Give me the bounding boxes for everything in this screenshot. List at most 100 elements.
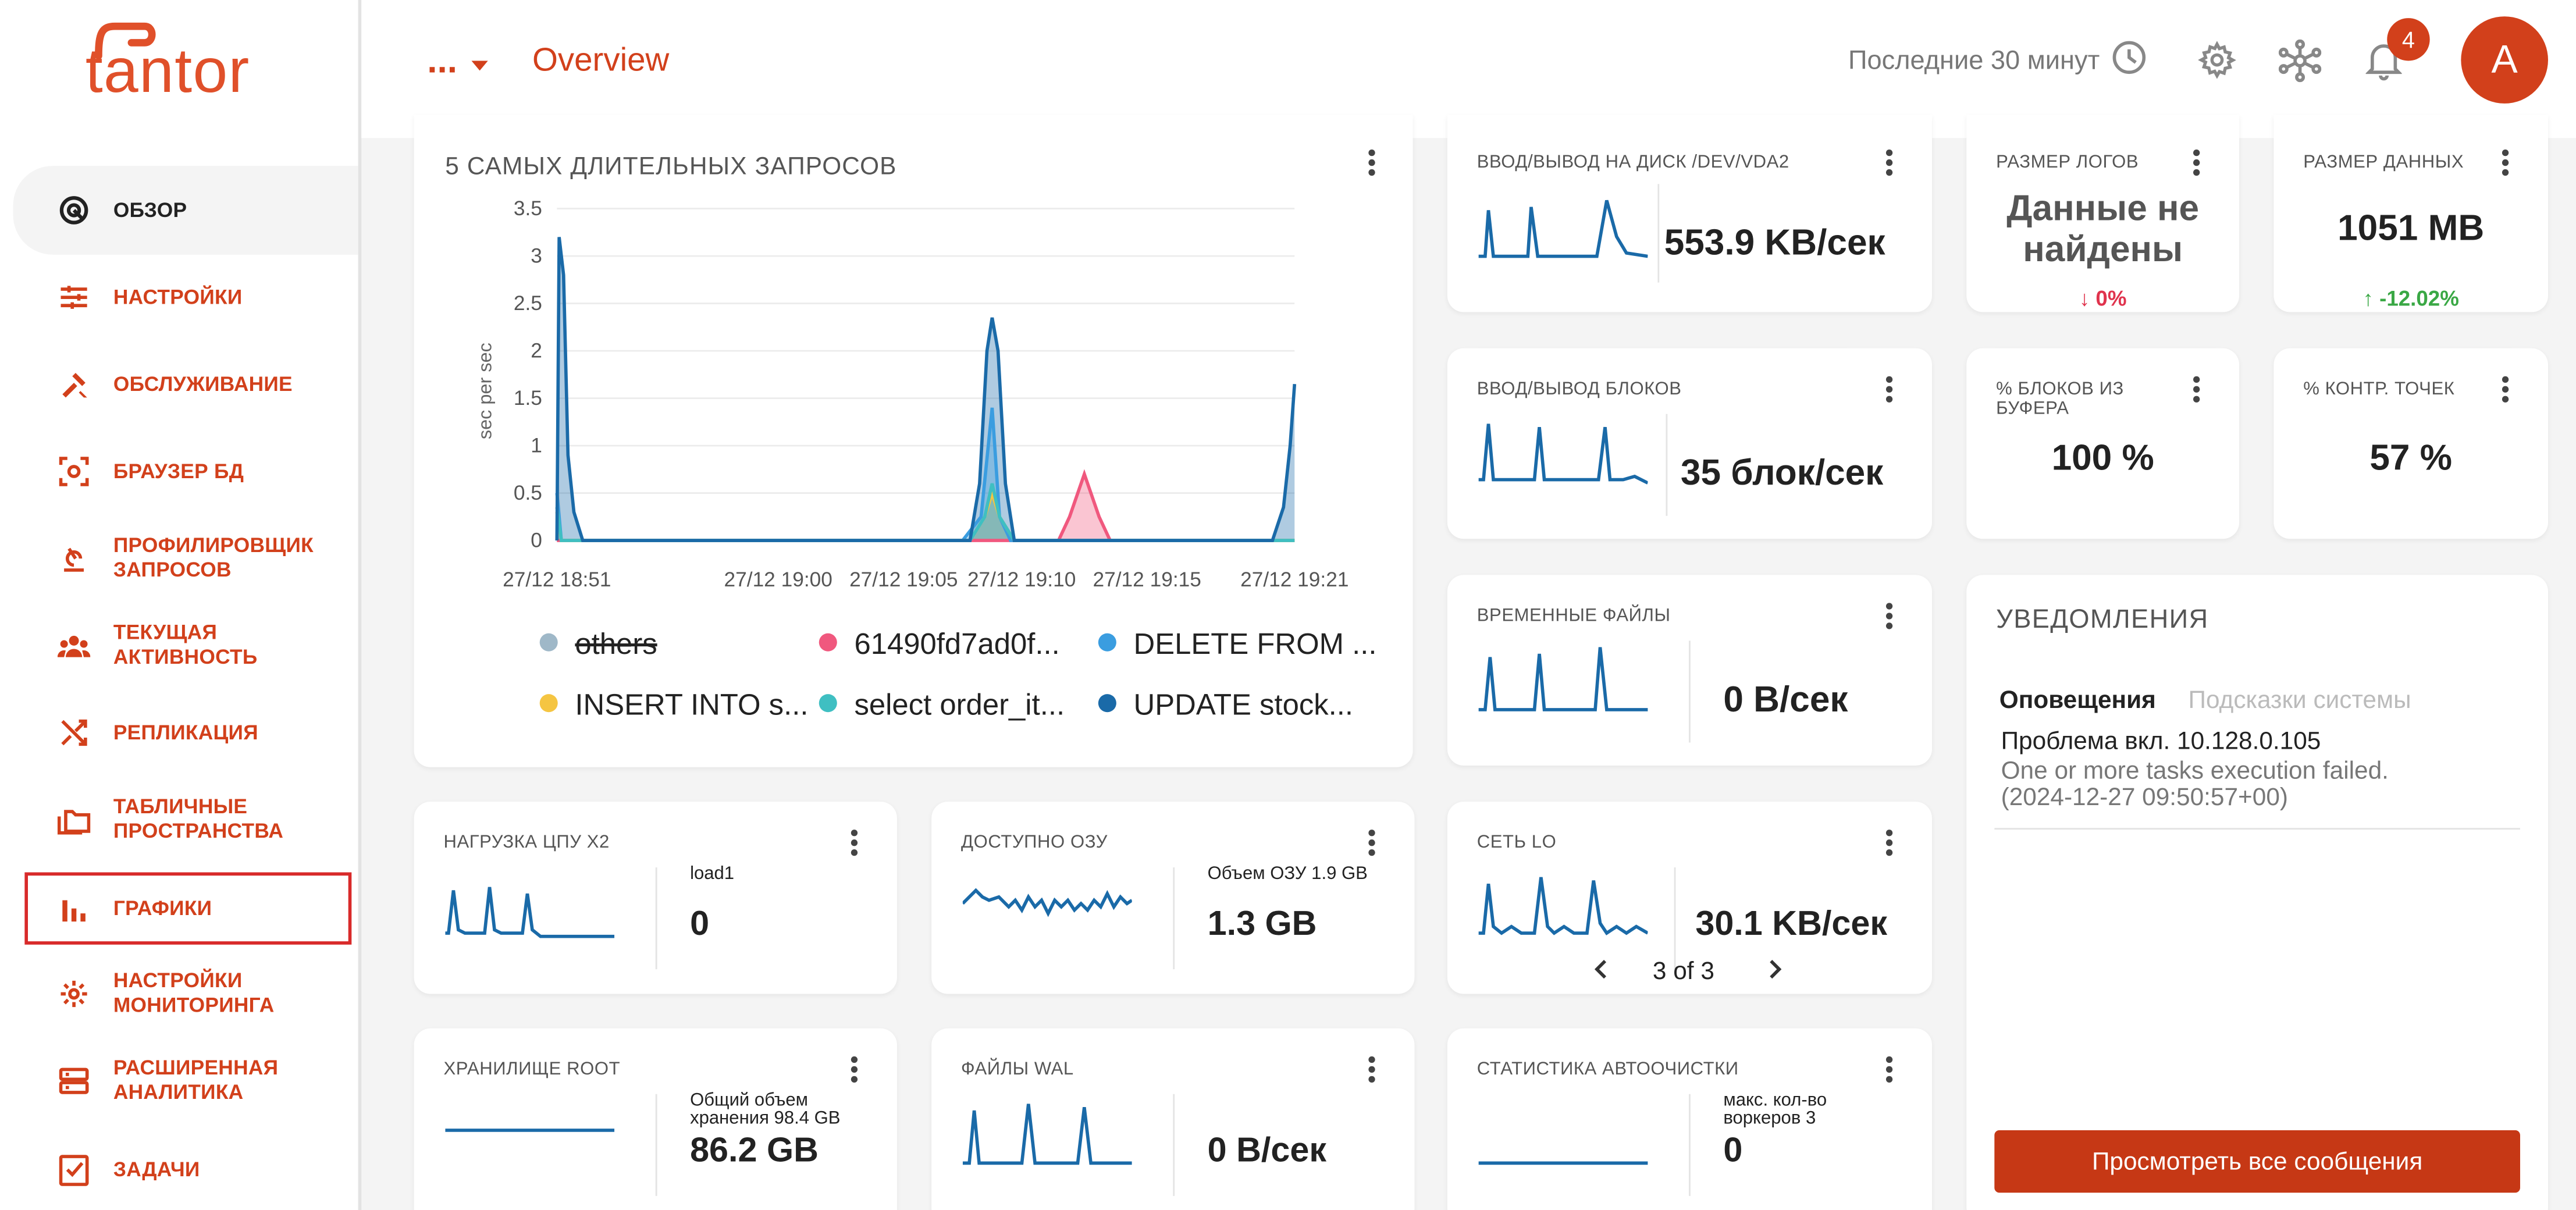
chevron-left-icon[interactable] <box>1592 958 1611 989</box>
block-io-card: ВВОД/ВЫВОД БЛОКОВ 35 блок/сек <box>1447 348 1932 539</box>
card-menu-icon[interactable] <box>1873 826 1905 859</box>
legend-marker <box>1098 633 1116 652</box>
card-menu-icon[interactable] <box>1873 373 1905 405</box>
legend-label: INSERT INTO s... <box>575 688 808 721</box>
divider <box>1657 184 1660 283</box>
sidebar-item-label: ТАБЛИЧНЫЕ ПРОСТРАНСТВА <box>113 795 284 843</box>
time-range-selector[interactable]: Последние 30 минут <box>1848 40 2147 84</box>
legend-marker <box>539 694 558 713</box>
storage-value: 86.2 GB <box>690 1131 819 1170</box>
notifications-title: УВЕДОМЛЕНИЯ <box>1996 606 2209 635</box>
notifications-count-badge: 4 <box>2387 18 2430 61</box>
settings-gear-icon[interactable] <box>2198 41 2237 87</box>
clock-icon <box>2111 40 2147 84</box>
card-menu-icon[interactable] <box>1873 146 1905 179</box>
disk-io-card: ВВОД/ВЫВОД НА ДИСК /DEV/VDA2 553.9 KB/се… <box>1447 115 1932 312</box>
sidebar-item-label: ОБСЛУЖИВАНИЕ <box>113 372 293 396</box>
series-area <box>557 237 1295 541</box>
log-size-value: Данные не найдены <box>2006 187 2200 270</box>
ram-card: ДОСТУПНО ОЗУ Объем ОЗУ 1.9 GB 1.3 GB <box>931 802 1415 994</box>
db-selector-value: ... <box>427 39 458 81</box>
sidebar-item-label: ГРАФИКИ <box>113 896 212 920</box>
shuffle-icon <box>56 714 92 750</box>
sidebar-item-monitoring-settings[interactable]: НАСТРОЙКИ МОНИТОРИНГА <box>13 961 358 1027</box>
sidebar-item-advanced-analytics[interactable]: РАСШИРЕННАЯ АНАЛИТИКА <box>13 1048 358 1114</box>
sliders-icon <box>56 279 92 315</box>
sidebar-item-tablespaces[interactable]: ТАБЛИЧНЫЕ ПРОСТРАНСТВА <box>13 787 358 853</box>
card-menu-icon[interactable] <box>1355 826 1388 859</box>
wal-card: ФАЙЛЫ WAL 0 B/сек <box>931 1028 1415 1210</box>
series-area <box>557 474 1295 541</box>
server-icon <box>56 1063 92 1099</box>
bell-icon[interactable] <box>2365 41 2403 89</box>
divider <box>1674 867 1676 970</box>
checkpoints-title: % КОНТР. ТОЧЕК <box>2303 379 2455 400</box>
card-menu-icon[interactable] <box>1873 600 1905 632</box>
sidebar-item-settings[interactable]: НАСТРОЙКИ <box>13 265 358 330</box>
view-all-messages-button[interactable]: Просмотреть все сообщения <box>1994 1130 2520 1193</box>
ram-value: 1.3 GB <box>1207 905 1317 943</box>
cpu-title: НАГРУЗКА ЦПУ X2 <box>443 832 610 853</box>
arrow-down-icon: ↓ <box>2079 286 2090 311</box>
disk-io-title: ВВОД/ВЫВОД НА ДИСК /DEV/VDA2 <box>1476 152 1789 173</box>
cpu-sparkline <box>445 887 615 938</box>
buffer-blocks-title: % БЛОКОВ ИЗ БУФЕРА <box>1996 379 2124 419</box>
tab-alerts[interactable]: Оповещения <box>1999 686 2156 715</box>
disk-io-sparkline <box>1478 200 1648 258</box>
legend-marker <box>819 694 837 713</box>
data-size-delta: ↑ -12.02% <box>2273 286 2548 310</box>
card-menu-icon[interactable] <box>1873 1053 1905 1086</box>
net-card: СЕТЬ LO 30.1 KB/сек 3 of 3 <box>1447 802 1932 994</box>
avatar[interactable]: A <box>2461 16 2548 104</box>
sidebar-item-tasks[interactable]: ЗАДАЧИ <box>13 1137 358 1202</box>
card-menu-icon[interactable] <box>838 826 870 859</box>
activity-icon <box>56 628 92 664</box>
buffer-blocks-value: 100 % <box>2051 437 2154 478</box>
block-io-sparkline <box>1478 424 1648 485</box>
series-area <box>557 407 1295 541</box>
y-tick-label: 2.5 <box>514 292 542 315</box>
chevron-right-icon[interactable] <box>1764 958 1784 989</box>
card-menu-icon[interactable] <box>2180 146 2212 179</box>
sidebar-item-replication[interactable]: РЕПЛИКАЦИЯ <box>13 700 358 766</box>
wal-sparkline <box>962 1104 1132 1165</box>
series-line <box>556 464 1295 542</box>
legend-label: select order_it... <box>854 688 1065 721</box>
card-menu-icon[interactable] <box>2180 373 2212 405</box>
sidebar-item-label: НАСТРОЙКИ <box>113 284 243 308</box>
series-line <box>555 407 1295 542</box>
tantor-logo[interactable]: tantor <box>82 20 279 105</box>
tab-system-hints[interactable]: Подсказки системы <box>2188 686 2411 715</box>
autovacuum-value: 0 <box>1723 1131 1743 1170</box>
card-menu-icon[interactable] <box>1355 1053 1388 1086</box>
notification-item-title[interactable]: Проблема вкл. 10.128.0.105 <box>2001 728 2321 756</box>
sidebar-item-current-activity[interactable]: ТЕКУЩАЯ АКТИВНОСТЬ <box>13 613 358 678</box>
storage-title: ХРАНИЛИЩЕ ROOT <box>443 1059 621 1080</box>
sidebar-item-db-browser[interactable]: БРАУЗЕР БД <box>13 439 358 504</box>
legend-label: DELETE FROM ... <box>1134 627 1377 660</box>
storage-sub: Общий объем хранения 98.4 GB <box>690 1091 841 1129</box>
top-queries-card: 5 САМЫХ ДЛИТЕЛЬНЫХ ЗАПРОСОВ 0 0.5 1 1.5 2 2.5… <box>414 115 1413 767</box>
ram-sub: Объем ОЗУ 1.9 GB <box>1207 864 1368 884</box>
temp-files-card: ВРЕМЕННЫЕ ФАЙЛЫ 0 B/сек <box>1447 575 1932 766</box>
sidebar-item-charts[interactable]: ГРАФИКИ <box>24 872 352 945</box>
db-selector[interactable]: ... <box>427 39 489 82</box>
sidebar-item-label: РЕПЛИКАЦИЯ <box>113 720 258 743</box>
card-menu-icon[interactable] <box>1355 146 1388 179</box>
card-menu-icon[interactable] <box>2489 373 2521 405</box>
sidebar-item-label: ПРОФИЛИРОВЩИК ЗАПРОСОВ <box>113 533 314 582</box>
sidebar-item-overview[interactable]: ОБЗОР <box>13 166 358 255</box>
data-size-value: 1051 MB <box>2337 207 2485 248</box>
y-tick-label: 0 <box>531 529 542 551</box>
divider <box>655 867 657 970</box>
card-menu-icon[interactable] <box>838 1053 870 1086</box>
tools-icon <box>56 366 92 403</box>
storage-card: ХРАНИЛИЩЕ ROOT Общий объем хранения 98.4… <box>414 1028 897 1210</box>
block-io-title: ВВОД/ВЫВОД БЛОКОВ <box>1476 379 1682 400</box>
sidebar-item-maintenance[interactable]: ОБСЛУЖИВАНИЕ <box>13 351 358 417</box>
gear-icon <box>56 976 92 1012</box>
sidebar-item-query-profiler[interactable]: ПРОФИЛИРОВЩИК ЗАПРОСОВ <box>13 526 358 592</box>
x-tick-label: 27/12 19:21 <box>1240 568 1349 591</box>
card-menu-icon[interactable] <box>2489 146 2521 179</box>
network-icon[interactable] <box>2278 39 2322 91</box>
